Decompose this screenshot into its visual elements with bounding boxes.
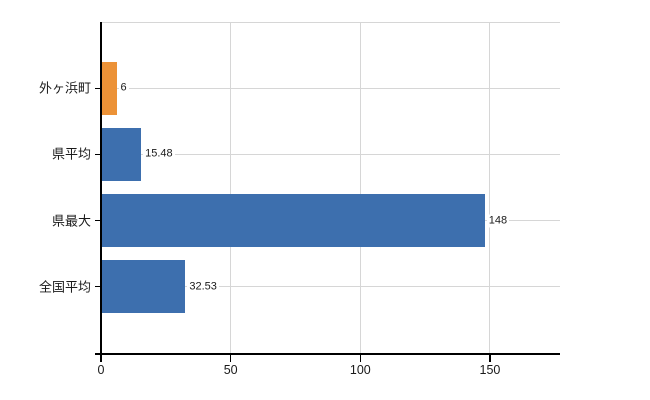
- bar-value-label: 6: [118, 81, 129, 95]
- x-axis-tick: [489, 353, 491, 362]
- gridline-vertical: [489, 22, 491, 353]
- x-tick-label: 50: [223, 363, 238, 377]
- gridline-horizontal: [101, 153, 560, 155]
- category-label: 県最大: [51, 213, 91, 229]
- gridline-vertical: [230, 22, 232, 353]
- x-tick-label: 0: [97, 363, 105, 377]
- bar: [102, 61, 117, 115]
- x-axis-tick: [100, 353, 102, 362]
- bar-value-label: 32.53: [187, 280, 219, 294]
- x-tick-label: 150: [479, 363, 501, 377]
- gridline-horizontal: [101, 286, 560, 288]
- gridline-horizontal: [101, 87, 560, 89]
- x-tick-label: 100: [349, 363, 371, 377]
- bar-value-label: 148: [486, 214, 510, 228]
- bar: [102, 260, 186, 314]
- x-axis: [95, 353, 560, 355]
- bar: [102, 194, 485, 248]
- category-label: 外ヶ浜町: [38, 80, 91, 96]
- bar: [102, 127, 142, 181]
- category-label: 全国平均: [38, 279, 91, 295]
- y-axis-tick: [95, 220, 101, 222]
- category-label: 県平均: [51, 146, 91, 162]
- y-axis-tick: [95, 286, 101, 288]
- bar-value-label: 15.48: [143, 147, 175, 161]
- gridline-vertical: [359, 22, 361, 353]
- x-axis-tick: [230, 353, 232, 362]
- x-axis-tick: [359, 353, 361, 362]
- y-axis-tick: [95, 153, 101, 156]
- y-axis: [100, 22, 102, 355]
- plot-top-border: [101, 22, 560, 23]
- y-axis-tick: [95, 87, 101, 89]
